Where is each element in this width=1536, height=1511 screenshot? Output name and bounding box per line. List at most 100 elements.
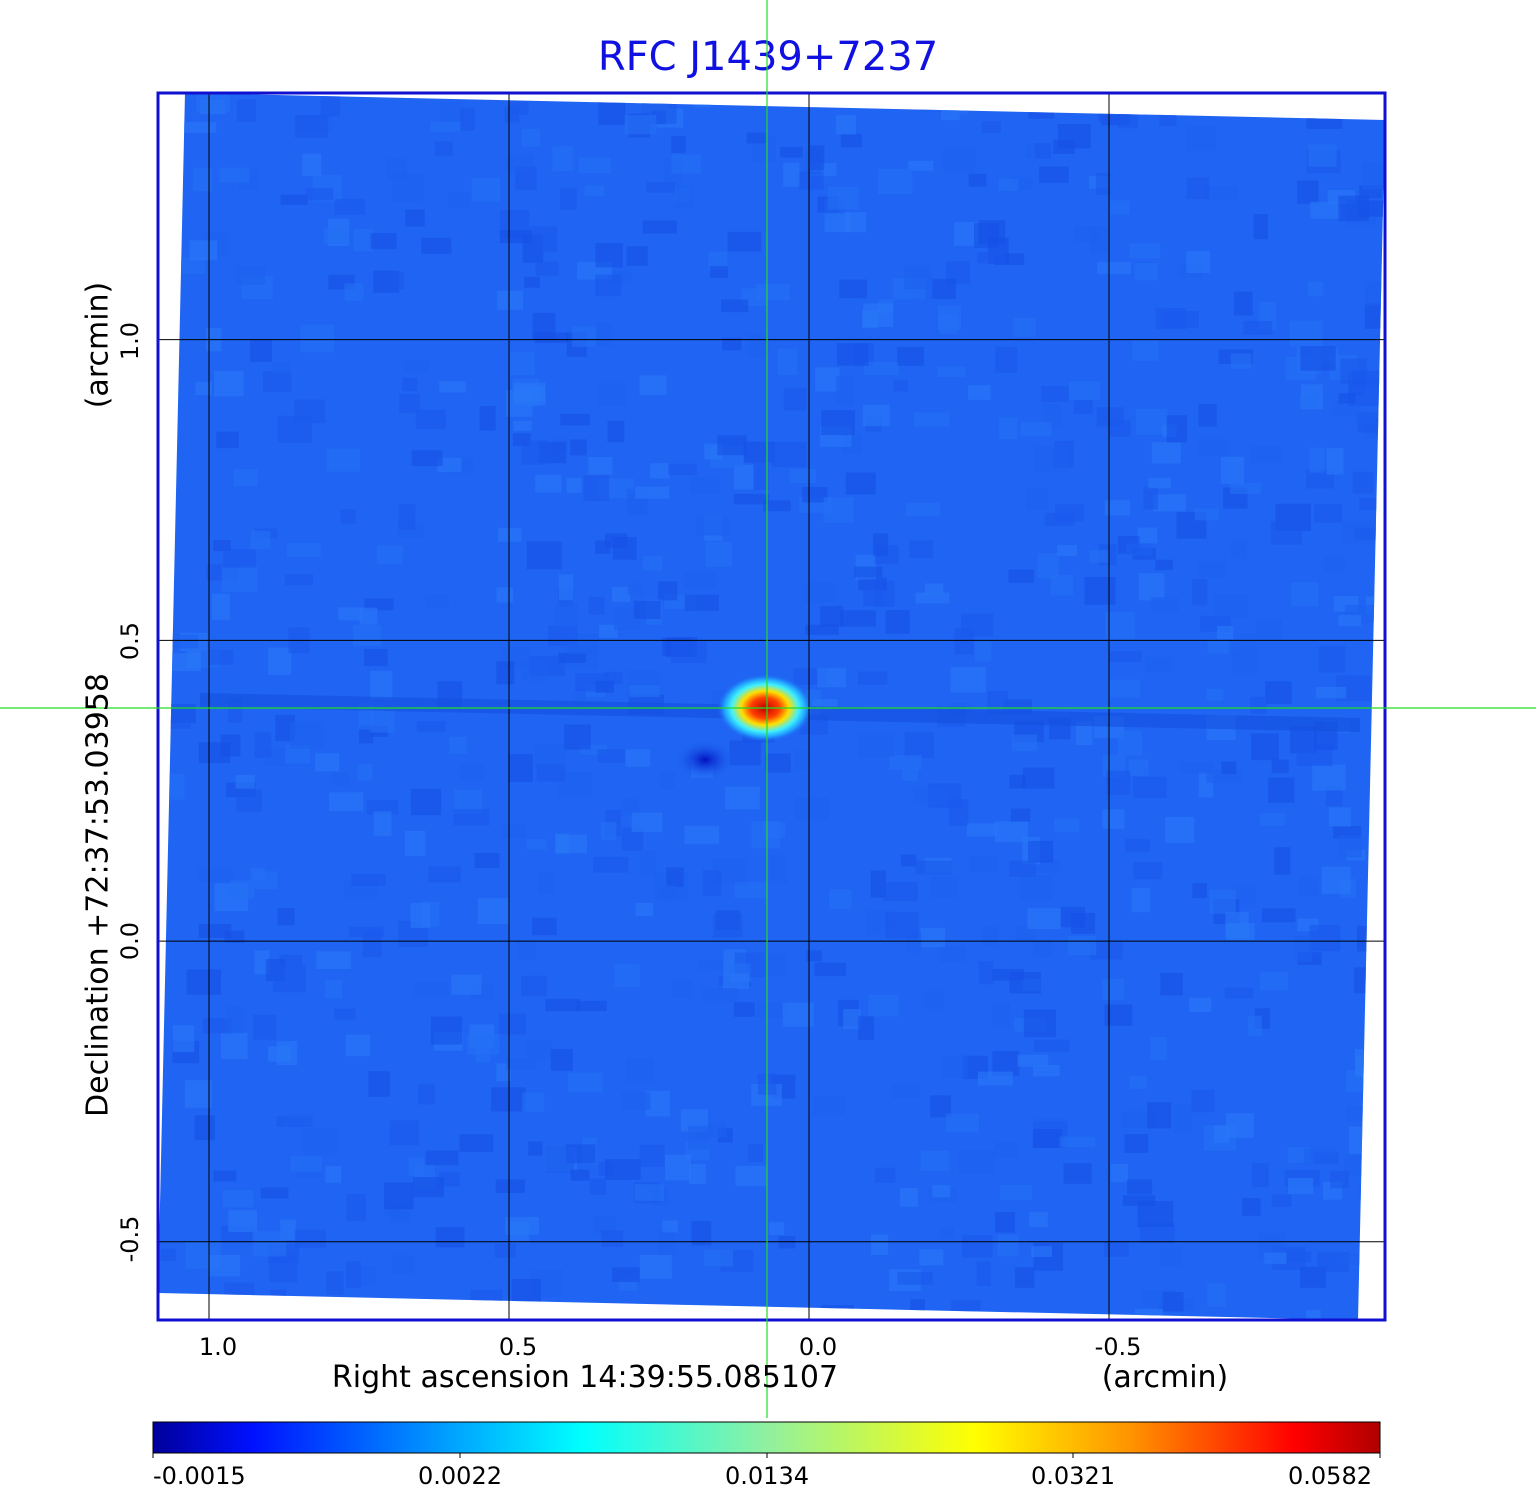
noise-cell xyxy=(1321,866,1351,894)
noise-cell xyxy=(284,744,311,764)
noise-cell xyxy=(684,825,720,845)
noise-cell xyxy=(966,823,998,837)
noise-cell xyxy=(184,1080,212,1108)
noise-cell xyxy=(1231,540,1247,559)
noise-cell xyxy=(1110,1163,1129,1183)
noise-cell xyxy=(614,963,640,988)
noise-cell xyxy=(981,121,1001,134)
noise-cell xyxy=(703,1249,734,1267)
noise-cell xyxy=(1122,1195,1156,1206)
noise-cell xyxy=(1013,317,1036,338)
noise-cell xyxy=(693,93,711,108)
noise-cell xyxy=(421,237,452,254)
noise-cell xyxy=(1075,721,1093,746)
noise-cell xyxy=(1226,1113,1254,1139)
noise-cell xyxy=(176,257,206,275)
noise-cell xyxy=(511,1279,541,1304)
noise-cell xyxy=(269,1289,287,1307)
noise-cell xyxy=(460,764,485,780)
noise-cell xyxy=(794,750,811,770)
noise-cell xyxy=(746,132,766,144)
noise-cell xyxy=(977,252,1006,264)
noise-cell xyxy=(286,542,321,557)
noise-cell xyxy=(627,583,643,595)
noise-cell xyxy=(416,721,446,733)
noise-cell xyxy=(1305,1310,1321,1320)
noise-cell xyxy=(1008,569,1035,583)
noise-cell xyxy=(508,754,533,783)
noise-cell xyxy=(684,594,719,611)
x-axis-unit: (arcmin) xyxy=(1101,1360,1229,1395)
noise-cell xyxy=(1264,1252,1287,1264)
noise-cell xyxy=(1271,759,1289,774)
noise-cell xyxy=(768,1222,785,1236)
noise-cell xyxy=(351,873,386,886)
noise-cell xyxy=(1020,422,1052,437)
noise-cell xyxy=(1145,657,1172,672)
noise-cell xyxy=(642,556,663,571)
noise-cell xyxy=(659,884,677,901)
noise-cell xyxy=(1138,573,1165,601)
noise-cell xyxy=(1253,214,1268,240)
noise-cell xyxy=(671,136,686,153)
noise-cell xyxy=(1315,686,1347,699)
noise-cell xyxy=(675,186,694,208)
noise-cell xyxy=(1063,1163,1092,1184)
noise-cell xyxy=(777,348,798,376)
noise-cell xyxy=(1250,696,1267,714)
noise-cell xyxy=(1014,1267,1035,1288)
noise-cell xyxy=(924,583,944,595)
noise-cell xyxy=(913,412,950,427)
noise-cell xyxy=(560,413,591,426)
noise-cell xyxy=(598,624,618,638)
noise-cell xyxy=(735,1165,767,1187)
noise-cell xyxy=(1015,925,1036,941)
noise-cell xyxy=(1209,889,1236,914)
noise-cell xyxy=(428,866,461,883)
noise-cell xyxy=(1134,1309,1164,1320)
noise-cell xyxy=(1019,875,1053,900)
noise-cell xyxy=(1338,614,1362,627)
noise-cell xyxy=(1324,556,1346,572)
noise-cell xyxy=(1060,906,1085,928)
noise-cell xyxy=(1106,770,1131,795)
noise-cell xyxy=(344,283,364,301)
noise-cell xyxy=(1293,935,1313,962)
noise-cell xyxy=(940,946,966,963)
noise-cell xyxy=(1150,1036,1168,1060)
plot-frame xyxy=(156,91,1387,1322)
noise-cell xyxy=(1037,553,1059,579)
noise-cell xyxy=(305,188,334,201)
noise-cell xyxy=(605,533,628,548)
noise-cell xyxy=(490,1087,526,1112)
noise-cell xyxy=(595,322,613,346)
noise-cell xyxy=(324,979,343,999)
noise-cell xyxy=(959,1149,995,1175)
noise-cell xyxy=(566,477,582,493)
noise-cell xyxy=(280,194,308,205)
noise-cell xyxy=(223,549,256,568)
noise-cell xyxy=(435,1227,465,1248)
noise-cell xyxy=(526,839,547,850)
noise-cell xyxy=(160,1248,176,1262)
noise-cell xyxy=(1274,847,1291,875)
noise-cell xyxy=(499,230,532,244)
noise-cell xyxy=(1375,1115,1385,1127)
noise-cell xyxy=(580,744,608,755)
chart-title: RFC J1439+7237 xyxy=(597,34,939,80)
noise-cell xyxy=(334,198,366,215)
noise-cell xyxy=(943,148,976,173)
noise-cell xyxy=(194,1115,215,1141)
noise-cell xyxy=(479,406,496,431)
noise-cell xyxy=(580,1313,608,1320)
noise-cell xyxy=(1213,1125,1230,1143)
y-tick-label: 0.5 xyxy=(116,621,144,661)
noise-cell xyxy=(1314,504,1343,523)
noise-cell xyxy=(1214,594,1248,618)
noise-cell xyxy=(863,579,884,607)
noise-cell xyxy=(349,926,384,937)
noise-cell xyxy=(536,764,566,782)
noise-cell xyxy=(326,448,360,472)
noise-cell xyxy=(743,441,776,463)
